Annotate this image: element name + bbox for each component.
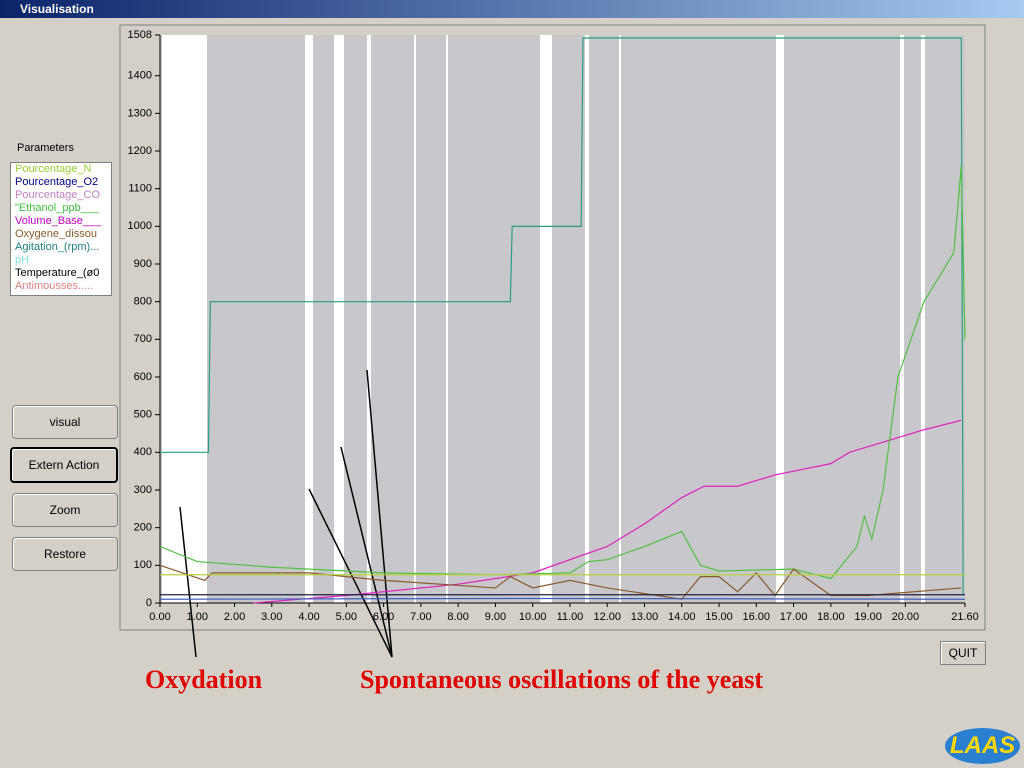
list-item[interactable]: pH (15, 254, 30, 266)
y-tick-label: 800 (134, 296, 152, 308)
x-tick-label: 8.00 (447, 611, 468, 623)
y-tick-label: 200 (134, 522, 152, 534)
y-tick-label: 500 (134, 409, 152, 421)
y-tick-label: 1508 (128, 29, 152, 41)
list-item[interactable]: Agitation_(rpm)... (15, 241, 100, 253)
series-line (159, 564, 962, 600)
y-tick-label: 400 (134, 446, 152, 458)
y-tick-label: 1100 (128, 183, 152, 195)
list-item[interactable]: Pourcentage_O2 (15, 176, 99, 188)
y-tick-label: 300 (134, 484, 152, 496)
button[interactable]: Restore (12, 537, 118, 571)
x-tick-label: 16.00 (743, 611, 771, 623)
x-tick-label: 20.00 (892, 611, 920, 623)
x-tick-label: 5.00 (336, 611, 357, 623)
y-tick-label: 900 (134, 258, 152, 270)
x-tick-label: 17.00 (780, 611, 808, 623)
button[interactable]: Zoom (12, 493, 118, 527)
y-tick-label: 100 (134, 559, 152, 571)
x-tick-label: 19.00 (854, 611, 882, 623)
title-bar: Visualisation (0, 0, 1024, 18)
annotation: Spontaneous oscillations of the yeast (360, 665, 764, 694)
y-tick-label: 0 (146, 597, 152, 609)
list-item[interactable]: Oxygene_dissou (15, 228, 97, 240)
y-tick-label: 1400 (128, 70, 152, 82)
parameter-list[interactable]: Pourcentage_N Pourcentage_O2 Pourcentage_C… (10, 162, 112, 296)
series-line (159, 166, 966, 580)
x-tick-label: 1.00 (187, 611, 208, 623)
x-tick-label: 21.60 (951, 611, 979, 623)
list-item[interactable]: Volume_Base___ (15, 215, 102, 227)
list-item[interactable]: Temperature_(ø0 (15, 267, 100, 279)
annotation: Oxydation (145, 665, 263, 694)
x-tick-label: 3.00 (261, 611, 282, 623)
y-tick-label: 1200 (128, 145, 152, 157)
x-tick-label: 14.00 (668, 611, 696, 623)
x-tick-label: 12.00 (593, 611, 621, 623)
x-tick-label: 11.00 (557, 611, 584, 623)
x-tick-label: 13.00 (631, 611, 659, 623)
x-tick-label: 6.00 (373, 611, 394, 623)
series-line (159, 597, 966, 600)
arrows (179, 369, 393, 658)
list-item[interactable]: Antimousses..... (15, 280, 94, 292)
y-tick-label: 700 (134, 333, 152, 345)
button[interactable]: QUIT (940, 641, 986, 665)
button[interactable]: visual (12, 405, 118, 439)
logo: LAAS (945, 728, 1020, 764)
x-tick-label: 4.00 (298, 611, 319, 623)
x-tick-label: 7.00 (410, 611, 431, 623)
list-label: Parameters (17, 142, 74, 154)
list-item[interactable]: "Ethanol_ppb___ (15, 202, 100, 214)
x-tick-label: 9.00 (485, 611, 506, 623)
x-tick-label: 18.00 (817, 611, 845, 623)
y-tick-label: 1300 (128, 107, 152, 119)
list-item[interactable]: Pourcentage_CO (15, 189, 100, 201)
list-item[interactable]: Pourcentage_N (15, 163, 92, 175)
x-tick-label: 10.00 (519, 611, 547, 623)
event-bands (162, 35, 925, 603)
button[interactable]: Extern Action (10, 447, 118, 483)
y-tick-label: 600 (134, 371, 152, 383)
x-tick-label: 15.00 (705, 611, 733, 623)
plot-area (160, 35, 965, 603)
series-line (160, 37, 964, 596)
x-tick-label: 0.00 (149, 611, 170, 623)
x-tick-label: 2.00 (224, 611, 245, 623)
series-line (253, 419, 962, 604)
chart-frame (119, 24, 986, 631)
y-tick-label: 1000 (128, 220, 152, 232)
